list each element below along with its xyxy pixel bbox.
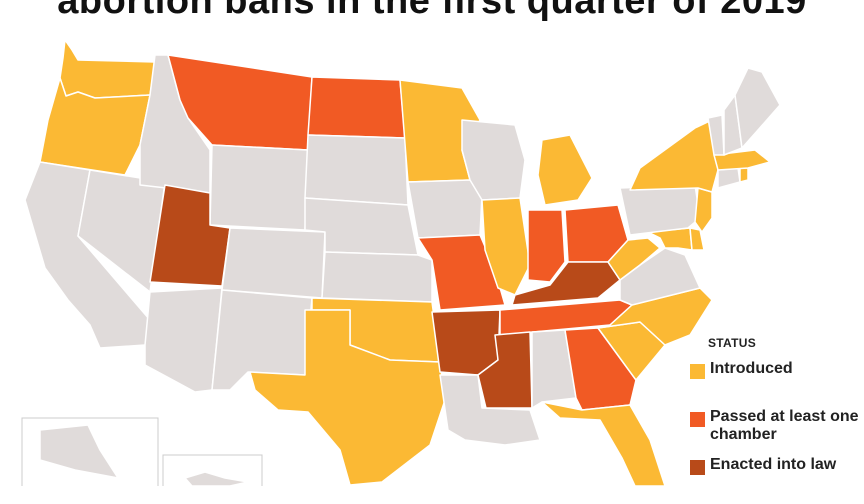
us-states-map <box>21 39 781 486</box>
state-washington <box>59 39 156 99</box>
state-texas <box>249 309 446 486</box>
legend-item-enacted: Enacted into law <box>680 456 864 504</box>
state-connecticut <box>717 167 741 189</box>
legend-label-enacted: Enacted into law <box>710 456 837 473</box>
state-iowa <box>407 179 483 239</box>
legend-swatch-introduced <box>690 364 705 379</box>
state-north-dakota <box>307 76 406 139</box>
state-alaska <box>39 424 119 479</box>
legend-swatch-passed <box>690 412 705 427</box>
state-pennsylvania <box>619 184 701 236</box>
state-delaware <box>689 227 705 251</box>
state-michigan <box>537 134 593 206</box>
legend-swatch-enacted <box>690 460 705 475</box>
state-massachusetts <box>713 149 771 171</box>
state-maine <box>734 67 781 149</box>
inset-frames <box>21 417 263 486</box>
legend-label-introduced: Introduced <box>710 360 793 377</box>
state-florida <box>541 401 666 486</box>
state-kansas <box>321 251 433 303</box>
legend: STATUS Introduced Passed at least one ch… <box>680 336 864 504</box>
state-west-virginia <box>607 237 661 281</box>
legend-item-passed: Passed at least one chamber <box>680 408 864 456</box>
state-louisiana <box>439 374 541 446</box>
map-title: abortion bans in the first quarter of 20… <box>57 0 807 22</box>
state-hawaii <box>184 471 249 486</box>
legend-heading: STATUS <box>708 336 757 350</box>
state-new-jersey <box>694 187 713 233</box>
state-indiana <box>527 209 566 283</box>
state-new-york <box>629 119 719 193</box>
states-layer <box>24 39 781 486</box>
state-arizona <box>144 287 223 393</box>
state-wyoming <box>209 144 309 231</box>
state-alabama <box>531 329 577 409</box>
state-rhode-island <box>739 167 749 183</box>
state-missouri <box>417 234 506 311</box>
hawaii-inset-frame <box>162 454 263 486</box>
legend-label-passed: Passed at least one chamber <box>710 408 859 443</box>
state-mississippi <box>477 331 533 409</box>
legend-item-introduced: Introduced <box>680 360 864 408</box>
state-colorado <box>221 227 326 299</box>
alaska-inset-frame <box>21 417 159 486</box>
state-south-dakota <box>304 134 409 206</box>
